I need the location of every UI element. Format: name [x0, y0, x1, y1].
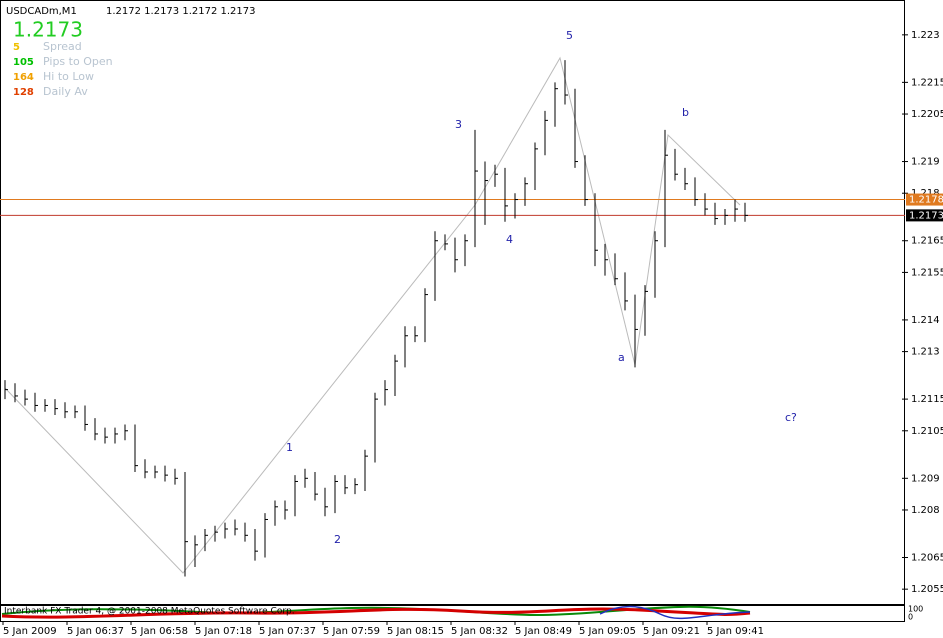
info-label: Spread: [43, 40, 82, 53]
x-tick-label: 5 Jan 07:59: [323, 626, 380, 637]
y-tick-label: 1.223: [911, 30, 940, 41]
y-tick-label: 1.2155: [911, 267, 943, 278]
wave-label: 4: [506, 233, 513, 246]
info-value: 105: [13, 57, 34, 68]
y-tick-label: 1.219: [911, 157, 940, 168]
y-tick-label: 1.2115: [911, 394, 943, 405]
y-tick-label: 1.2065: [911, 552, 943, 563]
wave-label: c?: [785, 411, 797, 424]
plot-frame: [0, 0, 905, 605]
wave-label: 2: [334, 533, 341, 546]
info-label: Daily Av: [43, 85, 88, 98]
y-tick-label: 1.214: [911, 315, 940, 326]
quote: 1.2172 1.2173 1.2172 1.2173: [106, 6, 256, 17]
level-label: 1.2178: [909, 195, 943, 206]
info-value: 164: [13, 72, 34, 83]
x-tick-label: 5 Jan 07:37: [259, 626, 316, 637]
level-tag: [906, 193, 943, 206]
y-tick-label: 1.208: [911, 505, 940, 516]
indicator-frame: [0, 605, 905, 622]
x-tick-label: 5 Jan 09:21: [643, 626, 700, 637]
level-label: 1.2173: [909, 210, 943, 221]
x-tick-label: 5 Jan 06:58: [131, 626, 188, 637]
wave-label: b: [682, 106, 689, 119]
y-tick-label: 1.213: [911, 347, 940, 358]
symbol: USDCADm,M1: [6, 6, 77, 17]
info-value: 5: [13, 42, 20, 53]
y-tick-label: 1.2055: [911, 584, 943, 595]
x-tick-label: 5 Jan 08:49: [515, 626, 572, 637]
indicator-line: [599, 605, 751, 620]
wave-label: a: [618, 351, 625, 364]
footer: Interbank FX Trader 4, @ 2001-2008 MetaQ…: [4, 607, 295, 617]
indicator-tick: 0: [908, 613, 913, 622]
x-tick-label: 5 Jan 08:15: [387, 626, 444, 637]
y-tick-label: 1.2105: [911, 426, 943, 437]
wave-label: 3: [455, 118, 462, 131]
y-tick-label: 1.2215: [911, 77, 943, 88]
wave-label: 5: [566, 29, 573, 42]
indicator-line: [1, 607, 751, 619]
x-tick-label: 5 Jan 06:37: [67, 626, 124, 637]
x-tick-label: 5 Jan 2009: [3, 626, 57, 637]
x-tick-label: 5 Jan 09:41: [707, 626, 764, 637]
y-tick-label: 1.2165: [911, 236, 943, 247]
x-tick-label: 5 Jan 08:32: [451, 626, 508, 637]
x-tick-label: 5 Jan 07:18: [195, 626, 252, 637]
wave-label: 1: [286, 441, 293, 454]
y-tick-label: 1.209: [911, 473, 940, 484]
wave-zigzag: [4, 56, 741, 574]
x-tick-label: 5 Jan 09:05: [579, 626, 636, 637]
info-label: Pips to Open: [43, 55, 113, 68]
indicator-tick: 100: [908, 605, 923, 614]
info-label: Hi to Low: [43, 70, 94, 83]
level-tag: [906, 209, 943, 222]
info-value: 128: [13, 87, 34, 98]
big-price: 1.2173: [13, 18, 83, 42]
y-tick-label: 1.2205: [911, 109, 943, 120]
